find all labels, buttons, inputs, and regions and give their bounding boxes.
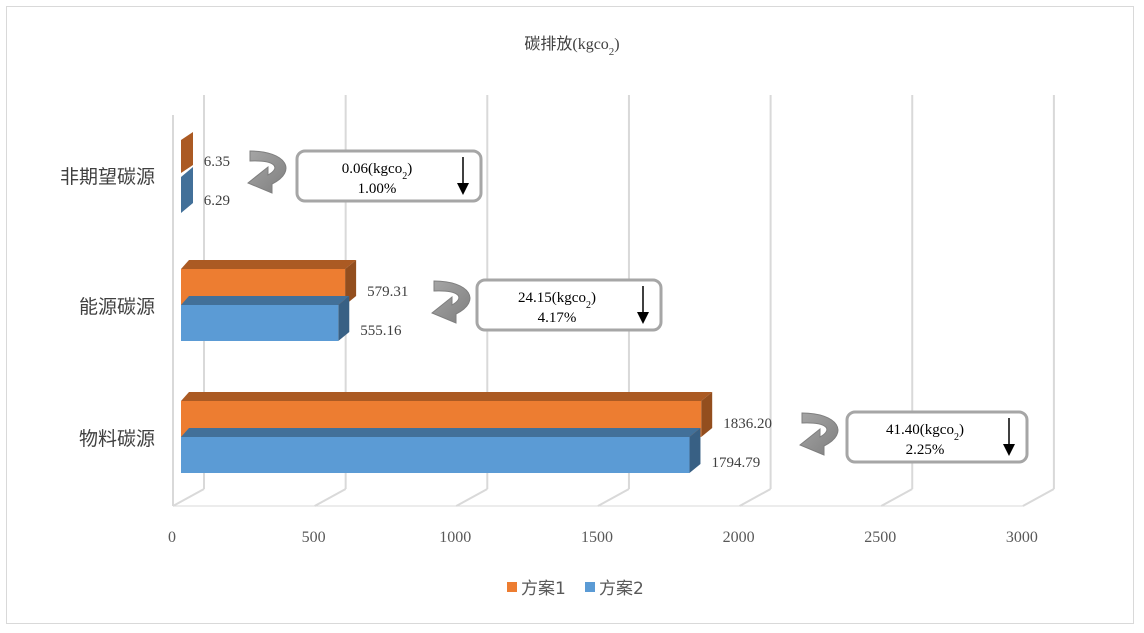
axes: 0 500 1000 1500 2000 2500 3000 物料碳源 能源碳源 非期望碳源 bbox=[60, 115, 1038, 546]
bar-series2 bbox=[181, 428, 701, 473]
legend[interactable]: 方案1 方案2 bbox=[507, 579, 644, 599]
gridline-floor bbox=[597, 488, 630, 507]
gridline-floor bbox=[1022, 488, 1055, 507]
bar-top-face bbox=[181, 260, 357, 269]
curved-arrow-icon bbox=[799, 412, 839, 456]
bar-series2 bbox=[181, 167, 193, 213]
gridline-floor bbox=[739, 488, 772, 507]
bar-top-face bbox=[181, 296, 350, 305]
x-tick-label: 0 bbox=[168, 529, 176, 546]
x-tick-label: 1000 bbox=[439, 529, 471, 546]
bar-series1 bbox=[181, 132, 193, 173]
down-arrow-head-icon bbox=[637, 312, 649, 324]
annotation-percent: 1.00% bbox=[358, 181, 397, 197]
bar-side-face bbox=[345, 260, 357, 305]
x-tick-label: 1500 bbox=[581, 529, 613, 546]
data-label-series1: 1836.20 bbox=[723, 416, 772, 432]
legend-swatch bbox=[585, 582, 595, 592]
data-label-series2: 6.29 bbox=[204, 193, 230, 209]
annotation-frame bbox=[475, 278, 663, 332]
down-arrow-head-icon bbox=[457, 183, 469, 195]
annotation-percent: 2.25% bbox=[906, 442, 945, 458]
gridline-floor bbox=[455, 488, 488, 507]
x-tick-label: 3000 bbox=[1006, 529, 1038, 546]
annotation-delta: 24.15(kgco2) bbox=[518, 290, 596, 311]
legend-item[interactable]: 方案1 bbox=[507, 579, 566, 599]
data-label-series1: 579.31 bbox=[367, 284, 408, 300]
annotation-box: 41.40(kgco2)2.25% bbox=[845, 410, 1029, 464]
chart-title: 碳排放(kgco2) bbox=[524, 35, 619, 58]
bar-top-face bbox=[181, 392, 713, 401]
data-label-series1: 6.35 bbox=[204, 154, 230, 170]
curved-arrow-icon bbox=[431, 280, 471, 324]
x-tick-label: 2000 bbox=[723, 529, 755, 546]
data-label-series2: 555.16 bbox=[360, 323, 402, 339]
legend-item[interactable]: 方案2 bbox=[585, 579, 644, 599]
gridline-floor bbox=[314, 488, 347, 507]
legend-label: 方案1 bbox=[521, 579, 566, 599]
data-label-series2: 1794.79 bbox=[711, 455, 760, 471]
annotation-frame bbox=[295, 149, 483, 203]
y-category-label: 非期望碳源 bbox=[60, 166, 155, 188]
bar-side-face bbox=[338, 296, 350, 341]
annotation-delta: 0.06(kgco2) bbox=[342, 161, 412, 182]
x-tick-label: 2500 bbox=[864, 529, 896, 546]
bar-series2 bbox=[181, 296, 350, 341]
annotation-percent: 4.17% bbox=[538, 310, 577, 326]
curved-arrow-icon bbox=[247, 150, 287, 194]
annotation-box: 0.06(kgco2)1.00% bbox=[295, 149, 483, 203]
bar-sliver bbox=[181, 132, 193, 173]
gridline-floor bbox=[880, 488, 913, 507]
annotation-delta: 41.40(kgco2) bbox=[886, 422, 964, 443]
bar-front-face bbox=[181, 305, 339, 341]
bars bbox=[181, 132, 713, 473]
y-category-label: 物料碳源 bbox=[79, 428, 155, 450]
data-labels: 1836.20 1794.79 579.31 555.16 6.35 6.29 bbox=[204, 154, 772, 471]
legend-label: 方案2 bbox=[599, 579, 644, 599]
y-category-label: 能源碳源 bbox=[79, 296, 155, 318]
down-arrow-head-icon bbox=[1003, 444, 1015, 456]
bar-sliver bbox=[181, 167, 193, 213]
x-tick-label: 500 bbox=[302, 529, 326, 546]
bar-side-face bbox=[701, 392, 713, 437]
legend-swatch bbox=[507, 582, 517, 592]
bar-front-face bbox=[181, 437, 690, 473]
annotation-box: 24.15(kgco2)4.17% bbox=[475, 278, 663, 332]
bar-side-face bbox=[689, 428, 701, 473]
annotation-frame bbox=[845, 410, 1029, 464]
annotations: 41.40(kgco2)2.25% 24.15(kgco2)4.17% 0.06(k… bbox=[247, 149, 1029, 464]
gridline-floor bbox=[172, 488, 205, 507]
bar-top-face bbox=[181, 428, 701, 437]
